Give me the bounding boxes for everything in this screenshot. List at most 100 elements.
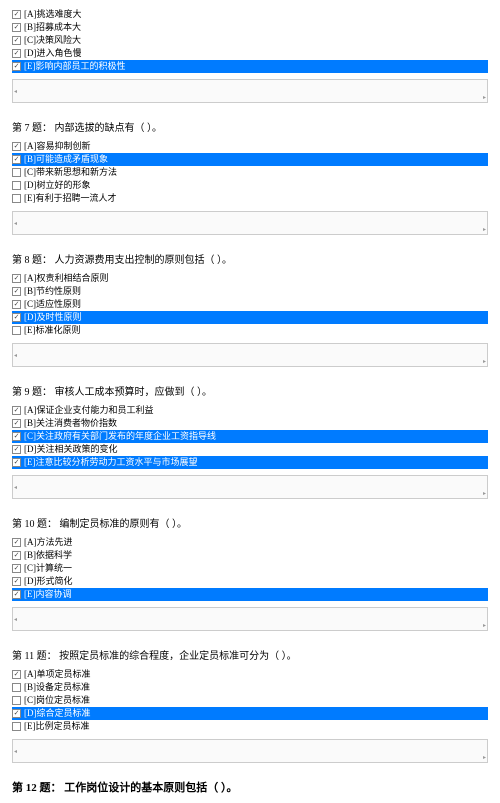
option-a[interactable]: [A]权责利相结合原则: [12, 272, 488, 285]
option-b[interactable]: [B]节约性原则: [12, 285, 488, 298]
question-10-options: [A]方法先进 [B]依据科学 [C]计算统一 [D]形式简化 [E]内容协调: [12, 536, 488, 601]
option-label: [C]适应性原则: [24, 298, 81, 311]
option-label: [E]内容协调: [24, 588, 72, 601]
answer-box[interactable]: [12, 607, 488, 631]
option-b[interactable]: [B]关注消费者物价指数: [12, 417, 488, 430]
option-d[interactable]: [D]进入角色慢: [12, 47, 488, 60]
answer-box[interactable]: [12, 211, 488, 235]
option-c[interactable]: [C]适应性原则: [12, 298, 488, 311]
option-label: [B]招募成本大: [24, 21, 81, 34]
option-a[interactable]: [A]挑选难度大: [12, 8, 488, 21]
checkbox-icon: [12, 445, 21, 454]
question-11-title: 第 11 题： 按照定员标准的综合程度，企业定员标准可分为（ ）。: [12, 647, 488, 662]
checkbox-icon: [12, 287, 21, 296]
option-label: [A]挑选难度大: [24, 8, 82, 21]
option-label: [E]注意比较分析劳动力工资水平与市场展望: [24, 456, 198, 469]
option-label: [A]单项定员标准: [24, 668, 91, 681]
option-c[interactable]: [C]决策风险大: [12, 34, 488, 47]
option-label: [D]形式简化: [24, 575, 73, 588]
answer-box[interactable]: [12, 475, 488, 499]
option-label: [C]带来新思想和新方法: [24, 166, 117, 179]
checkbox-icon: [12, 683, 21, 692]
option-label: [A]权责利相结合原则: [24, 272, 109, 285]
option-e[interactable]: [E]标准化原则: [12, 324, 488, 337]
question-10-title: 第 10 题： 编制定员标准的原则有（ ）。: [12, 515, 488, 530]
question-8-title: 第 8 题： 人力资源费用支出控制的原则包括（ ）。: [12, 251, 488, 266]
question-9-options: [A]保证企业支付能力和员工利益 [B]关注消费者物价指数 [C]关注政府有关部…: [12, 404, 488, 469]
question-7-title: 第 7 题： 内部选拔的缺点有（ ）。: [12, 119, 488, 134]
option-a[interactable]: [A]保证企业支付能力和员工利益: [12, 404, 488, 417]
option-label: [B]关注消费者物价指数: [24, 417, 117, 430]
option-e[interactable]: [E]比例定员标准: [12, 720, 488, 733]
checkbox-icon: [12, 564, 21, 573]
option-label: [A]方法先进: [24, 536, 73, 549]
option-b[interactable]: [B]设备定员标准: [12, 681, 488, 694]
option-label: [C]决策风险大: [24, 34, 81, 47]
option-d[interactable]: [D]综合定员标准: [12, 707, 488, 720]
answer-box[interactable]: [12, 343, 488, 367]
option-e[interactable]: [E]影响内部员工的积极性: [12, 60, 488, 73]
option-label: [B]依据科学: [24, 549, 72, 562]
question-11-options: [A]单项定员标准 [B]设备定员标准 [C]岗位定员标准 [D]综合定员标准 …: [12, 668, 488, 733]
option-d[interactable]: [D]关注相关政策的变化: [12, 443, 488, 456]
question-9-title: 第 9 题： 审核人工成本预算时，应做到（ ）。: [12, 383, 488, 398]
checkbox-icon: [12, 670, 21, 679]
option-label: [A]保证企业支付能力和员工利益: [24, 404, 154, 417]
checkbox-icon: [12, 168, 21, 177]
checkbox-icon: [12, 590, 21, 599]
option-label: [D]综合定员标准: [24, 707, 91, 720]
option-label: [B]节约性原则: [24, 285, 81, 298]
checkbox-icon: [12, 406, 21, 415]
option-c[interactable]: [C]岗位定员标准: [12, 694, 488, 707]
option-a[interactable]: [A]单项定员标准: [12, 668, 488, 681]
option-label: [C]岗位定员标准: [24, 694, 90, 707]
checkbox-icon: [12, 49, 21, 58]
checkbox-icon: [12, 551, 21, 560]
option-label: [E]有利于招聘一流人才: [24, 192, 117, 205]
option-b[interactable]: [B]依据科学: [12, 549, 488, 562]
option-a[interactable]: [A]容易抑制创新: [12, 140, 488, 153]
option-b[interactable]: [B]可能造成矛盾现象: [12, 153, 488, 166]
option-label: [E]标准化原则: [24, 324, 81, 337]
option-label: [C]计算统一: [24, 562, 72, 575]
answer-box[interactable]: [12, 739, 488, 763]
checkbox-icon: [12, 181, 21, 190]
option-label: [B]可能造成矛盾现象: [24, 153, 108, 166]
option-d[interactable]: [D]及时性原则: [12, 311, 488, 324]
option-label: [D]关注相关政策的变化: [24, 443, 118, 456]
checkbox-icon: [12, 142, 21, 151]
option-a[interactable]: [A]方法先进: [12, 536, 488, 549]
question-8-options: [A]权责利相结合原则 [B]节约性原则 [C]适应性原则 [D]及时性原则 […: [12, 272, 488, 337]
question-12-title: 第 12 题： 工作岗位设计的基本原则包括（ ）。: [12, 779, 488, 795]
checkbox-icon: [12, 62, 21, 71]
checkbox-icon: [12, 313, 21, 322]
option-d[interactable]: [D]树立好的形象: [12, 179, 488, 192]
option-label: [D]树立好的形象: [24, 179, 91, 192]
checkbox-icon: [12, 326, 21, 335]
question-6-remaining-options: [A]挑选难度大 [B]招募成本大 [C]决策风险大 [D]进入角色慢 [E]影…: [12, 8, 488, 73]
option-label: [D]进入角色慢: [24, 47, 82, 60]
checkbox-icon: [12, 722, 21, 731]
checkbox-icon: [12, 538, 21, 547]
checkbox-icon: [12, 300, 21, 309]
option-label: [E]影响内部员工的积极性: [24, 60, 126, 73]
checkbox-icon: [12, 419, 21, 428]
checkbox-icon: [12, 432, 21, 441]
checkbox-icon: [12, 10, 21, 19]
option-label: [E]比例定员标准: [24, 720, 90, 733]
option-b[interactable]: [B]招募成本大: [12, 21, 488, 34]
checkbox-icon: [12, 36, 21, 45]
option-c[interactable]: [C]计算统一: [12, 562, 488, 575]
option-c[interactable]: [C]关注政府有关部门发布的年度企业工资指导线: [12, 430, 488, 443]
option-e[interactable]: [E]内容协调: [12, 588, 488, 601]
option-c[interactable]: [C]带来新思想和新方法: [12, 166, 488, 179]
answer-box[interactable]: [12, 79, 488, 103]
option-d[interactable]: [D]形式简化: [12, 575, 488, 588]
checkbox-icon: [12, 458, 21, 467]
option-label: [D]及时性原则: [24, 311, 82, 324]
option-e[interactable]: [E]注意比较分析劳动力工资水平与市场展望: [12, 456, 488, 469]
option-e[interactable]: [E]有利于招聘一流人才: [12, 192, 488, 205]
checkbox-icon: [12, 194, 21, 203]
option-label: [B]设备定员标准: [24, 681, 90, 694]
checkbox-icon: [12, 23, 21, 32]
